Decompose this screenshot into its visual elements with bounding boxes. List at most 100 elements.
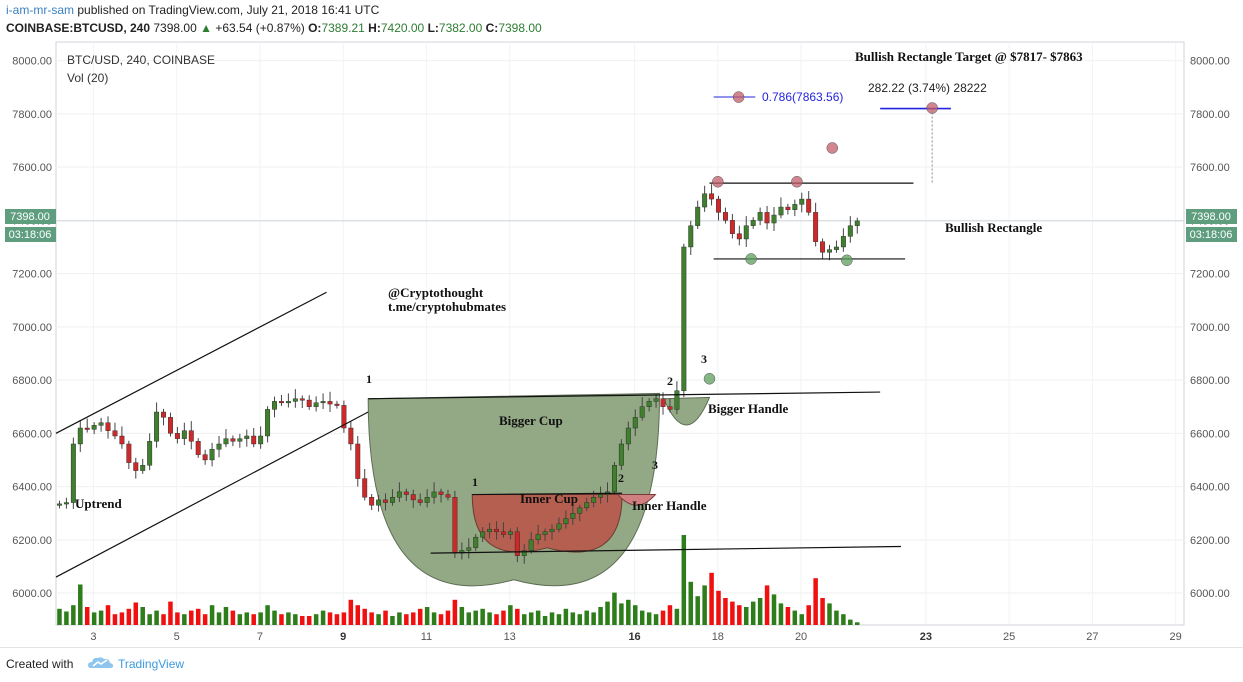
tradingview-link[interactable]: TradingView [118, 657, 185, 671]
volume-bar [626, 599, 631, 625]
volume-bar [161, 614, 166, 625]
axes: 6000.00 6000.00 6200.00 6200.00 6400.00 6400.… [12, 56, 1230, 643]
candle-body [570, 512, 576, 519]
candle-body [126, 443, 132, 463]
volume-bar [216, 612, 222, 625]
volume-bar [633, 605, 638, 625]
legend-volume: Vol (20) [67, 71, 108, 85]
candle-body [688, 225, 694, 248]
volume-bar [813, 578, 818, 625]
candle-body [494, 528, 499, 533]
candle-body [535, 534, 541, 541]
volume-bar [591, 612, 596, 625]
candle-body [285, 401, 291, 404]
volume-bar [383, 610, 388, 625]
candle-body [348, 427, 354, 445]
annotation-labels: BTC/USD, 240, COINBASE Vol (20) Bullish … [67, 49, 1083, 513]
x-tick: 7 [257, 631, 263, 643]
candle-body [632, 417, 638, 429]
volume-bar [327, 612, 333, 625]
point-1-inner: 1 [472, 475, 478, 489]
price-chart[interactable]: 6000.00 6000.00 6200.00 6200.00 6400.00 6400.… [0, 0, 1243, 647]
candle-body [98, 422, 104, 426]
y-tick-left: 7000.00 [12, 322, 52, 334]
candle-body [272, 401, 277, 410]
x-tick: 11 [421, 631, 432, 643]
y-tick-right: 6800.00 [1190, 375, 1230, 387]
candle-body [70, 443, 76, 503]
candle-body [577, 507, 583, 514]
candle-body [63, 502, 69, 505]
rect-top-marker-2 [791, 176, 803, 188]
left-countdown-text: 03:18:06 [9, 229, 52, 241]
candle-body [133, 462, 139, 471]
candle-body [799, 198, 805, 205]
candle-body [674, 390, 680, 410]
candle-body [147, 441, 153, 466]
high-value: 7420.00 [380, 21, 425, 35]
y-tick-right: 6400.00 [1190, 482, 1230, 494]
open-label: O: [308, 21, 322, 35]
rect-bottom-marker-2 [841, 254, 853, 267]
volume-bar [709, 572, 714, 625]
volume-bar [639, 610, 645, 625]
candle-body [431, 491, 437, 498]
candle-body [376, 499, 382, 506]
volume-bar [390, 616, 395, 625]
x-tick: 20 [795, 631, 807, 643]
price-tags: 7398.00 03:18:06 7398.00 03:18:06 [5, 209, 1237, 242]
handle-tag: @Cryptothought [388, 285, 484, 300]
candle-body [653, 398, 659, 402]
bigger-handle-label: Bigger Handle [708, 401, 789, 416]
volume-bar [119, 612, 125, 625]
volume-bar [286, 612, 291, 625]
volume-bar [612, 592, 617, 625]
volume-bar [563, 608, 569, 625]
candle-body [695, 206, 701, 226]
candle-body [556, 523, 562, 530]
candle-body [424, 497, 430, 503]
volume-bar [848, 619, 853, 625]
candle-body [161, 411, 166, 418]
volume-bar [577, 614, 583, 625]
point-2-bigger: 2 [667, 374, 673, 388]
candle-body [237, 438, 243, 442]
inner-neckline [472, 492, 623, 496]
candle-body [91, 425, 97, 430]
x-tick: 23 [920, 631, 932, 643]
tradingview-cloud-icon [88, 657, 114, 668]
author-link[interactable]: i-am-mr-sam [6, 3, 74, 17]
volume-bar [126, 608, 132, 625]
y-tick-right: 6200.00 [1190, 535, 1230, 547]
volume-bar [404, 614, 409, 625]
candle-body [820, 241, 826, 253]
right-countdown-text: 03:18:06 [1190, 229, 1233, 241]
candle-body [660, 398, 666, 407]
volume-bar [175, 612, 180, 625]
candle-body [362, 478, 368, 498]
target-marker [926, 102, 938, 114]
volume-bar [445, 610, 451, 625]
candle-body [764, 212, 770, 224]
candle-body [487, 528, 493, 533]
candle-body [195, 441, 201, 455]
volume-bar [466, 612, 472, 625]
volume-bar [189, 610, 194, 625]
candle-body [549, 528, 555, 533]
volume-bar [71, 605, 76, 625]
candle-body [403, 491, 409, 495]
candle-body [341, 405, 347, 429]
x-tick: 3 [90, 631, 96, 643]
candle-body [265, 409, 271, 437]
rectangle-label: Bullish Rectangle [945, 220, 1042, 235]
candle-body [355, 443, 361, 479]
candle-body [258, 435, 264, 445]
volume-bar [473, 610, 478, 625]
volume-bar [230, 610, 236, 625]
volume-bar [424, 607, 430, 625]
lower-channel-line [55, 411, 369, 578]
volume-bar [202, 614, 208, 625]
candle-body [806, 198, 812, 213]
candle-body [244, 435, 250, 439]
candle-body [188, 430, 194, 442]
